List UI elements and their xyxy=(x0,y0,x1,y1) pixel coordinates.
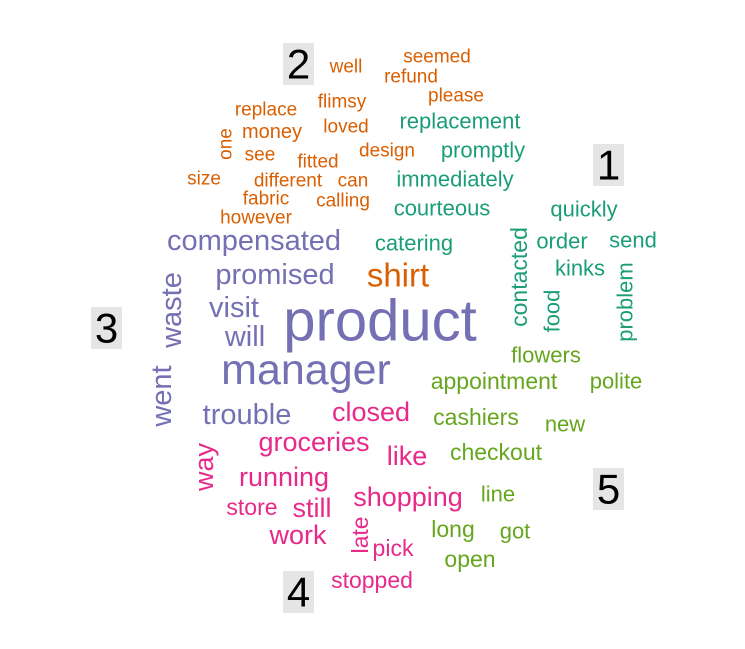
word-flimsy: flimsy xyxy=(318,92,367,113)
word-replace: replace xyxy=(235,100,297,121)
word-money: money xyxy=(242,121,302,143)
cluster-label-4: 4 xyxy=(283,569,314,616)
word-please: please xyxy=(428,86,484,107)
word-went: went xyxy=(146,365,178,427)
word-like: like xyxy=(387,441,428,471)
word-polite: polite xyxy=(590,369,643,394)
word-well: well xyxy=(329,57,363,78)
word-groceries: groceries xyxy=(258,427,369,457)
word-cashiers: cashiers xyxy=(433,404,519,430)
word-stopped: stopped xyxy=(331,567,413,593)
word-long: long xyxy=(431,516,474,542)
word-trouble: trouble xyxy=(203,399,292,431)
word-catering: catering xyxy=(375,231,453,256)
word-way: way xyxy=(189,442,219,492)
word-can: can xyxy=(338,171,369,192)
cluster-label-text: 3 xyxy=(95,305,118,352)
word-design: design xyxy=(359,141,415,162)
word-refund: refund xyxy=(384,67,438,88)
word-checkout: checkout xyxy=(450,439,543,465)
word-problem: problem xyxy=(613,262,638,341)
word-size: size xyxy=(187,169,221,190)
word-courteous: courteous xyxy=(394,196,491,221)
word-compensated: compensated xyxy=(167,225,341,257)
word-product: product xyxy=(283,289,476,354)
word-order: order xyxy=(536,229,587,254)
word-replacement: replacement xyxy=(399,109,520,134)
word-flowers: flowers xyxy=(511,343,581,368)
word-shopping: shopping xyxy=(353,482,463,512)
cluster-label-5: 5 xyxy=(593,466,624,513)
word-still: still xyxy=(293,493,332,523)
word-different: different xyxy=(254,171,323,192)
word-food: food xyxy=(540,290,565,333)
word-store: store xyxy=(226,494,277,520)
word-immediately: immediately xyxy=(396,167,513,192)
word-fabric: fabric xyxy=(243,189,289,210)
word-kinks: kinks xyxy=(555,256,605,281)
cluster-label-3: 3 xyxy=(91,305,122,352)
word-contacted: contacted xyxy=(506,227,532,327)
word-running: running xyxy=(239,462,329,492)
word-will: will xyxy=(224,321,265,353)
word-promised: promised xyxy=(215,259,334,291)
cluster-label-1: 1 xyxy=(593,142,624,189)
word-quickly: quickly xyxy=(550,197,617,222)
word-shirt: shirt xyxy=(367,257,429,294)
cluster-label-box xyxy=(593,468,624,510)
word-however: however xyxy=(220,208,292,229)
word-late: late xyxy=(347,516,373,553)
cluster-label-box xyxy=(593,144,624,186)
word-new: new xyxy=(545,412,585,437)
cluster-label-text: 4 xyxy=(287,569,310,616)
word-work: work xyxy=(268,520,327,550)
cluster-label-2: 2 xyxy=(283,41,314,88)
word-seemed: seemed xyxy=(403,47,471,68)
cluster-label-box xyxy=(91,307,122,349)
word-closed: closed xyxy=(332,397,410,427)
cluster-label-box xyxy=(283,43,314,85)
word-visit: visit xyxy=(209,292,259,324)
word-waste: waste xyxy=(156,272,188,349)
cluster-label-box xyxy=(283,571,314,613)
word-send: send xyxy=(609,228,657,253)
cluster-label-text: 2 xyxy=(287,41,310,88)
word-open: open xyxy=(444,546,495,572)
word-pick: pick xyxy=(373,535,414,561)
word-loved: loved xyxy=(323,117,368,138)
word-calling: calling xyxy=(316,191,370,212)
word-one: one xyxy=(216,128,237,160)
cluster-label-text: 5 xyxy=(597,466,620,513)
word-manager: manager xyxy=(221,346,391,394)
word-see: see xyxy=(245,145,276,166)
word-promptly: promptly xyxy=(441,138,525,163)
cluster-label-text: 1 xyxy=(597,142,620,189)
word-fitted: fitted xyxy=(297,152,338,173)
word-line: line xyxy=(481,482,515,507)
word-appointment: appointment xyxy=(431,368,558,394)
word-got: got xyxy=(500,519,531,544)
